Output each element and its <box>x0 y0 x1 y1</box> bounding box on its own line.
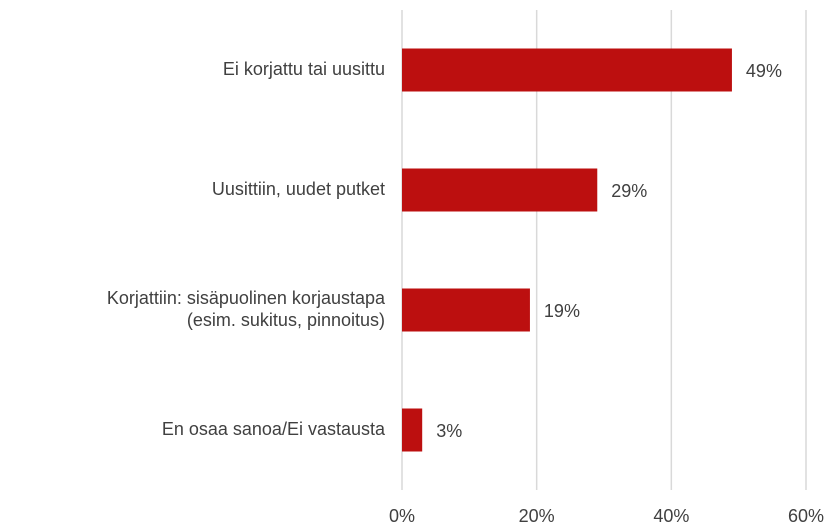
value-label: 3% <box>436 421 462 441</box>
value-label: 19% <box>544 301 580 321</box>
bar <box>402 168 598 212</box>
y-tick-label: En osaa sanoa/Ei vastausta <box>162 419 386 439</box>
y-tick-label: Uusittiin, uudet putket <box>212 179 385 199</box>
value-label: 29% <box>611 181 647 201</box>
x-tick-label: 60% <box>788 506 824 526</box>
y-tick-label: Korjattiin: sisäpuolinen korjaustapa (esi… <box>107 288 386 330</box>
value-label: 49% <box>746 61 782 81</box>
bar <box>402 288 530 332</box>
x-tick-label: 0% <box>389 506 415 526</box>
x-tick-label: 40% <box>653 506 689 526</box>
bar <box>402 408 423 452</box>
y-tick-label: Ei korjattu tai uusittu <box>223 59 385 79</box>
bar <box>402 48 732 92</box>
x-tick-label: 20% <box>519 506 555 526</box>
